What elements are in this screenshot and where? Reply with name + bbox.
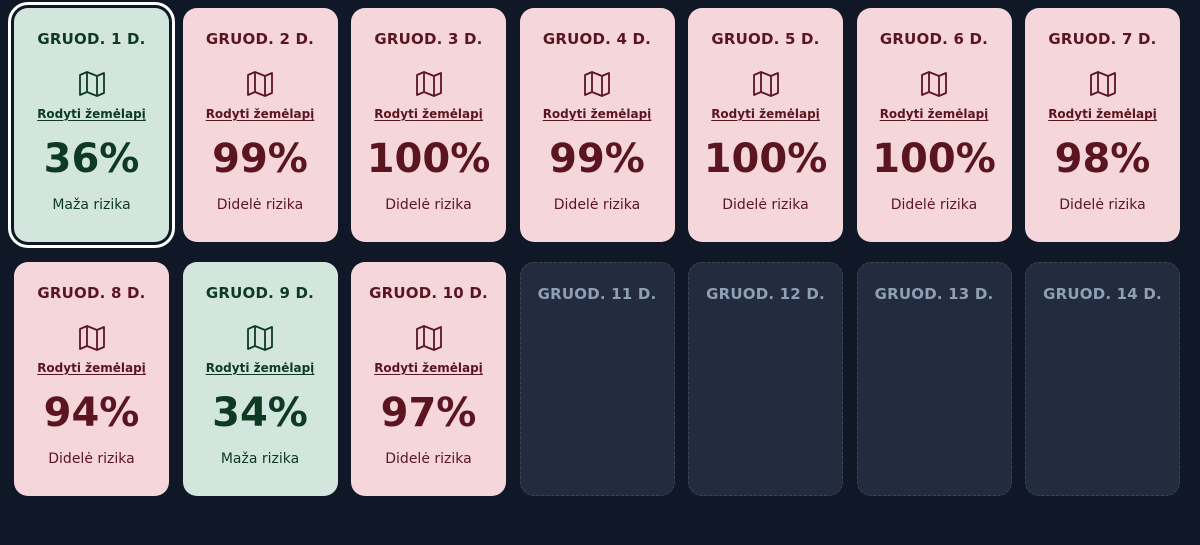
day-date: GRUOD. 14 D.: [1043, 285, 1162, 303]
risk-label: Didelė rizika: [385, 197, 472, 213]
day-date: GRUOD. 9 D.: [205, 284, 315, 302]
map-icon: [415, 325, 442, 351]
show-map-link[interactable]: Rodyti žemėlapį: [205, 361, 315, 375]
map-icon: [247, 71, 273, 97]
day-card[interactable]: GRUOD. 1 D. Rodyti žemėlapį 36% Maža riz…: [8, 2, 175, 248]
risk-percent: 34%: [212, 390, 308, 436]
day-date: GRUOD. 8 D.: [37, 284, 146, 302]
day-date: GRUOD. 12 D.: [706, 285, 825, 303]
day-card[interactable]: GRUOD. 2 D. Rodyti žemėlapį 99% Didelė r…: [182, 8, 338, 242]
risk-label: Didelė rizika: [216, 197, 304, 213]
day-date: GRUOD. 4 D.: [542, 30, 652, 48]
day-date: GRUOD. 5 D.: [711, 30, 820, 48]
day-date: GRUOD. 1 D.: [37, 30, 146, 48]
show-map-link[interactable]: Rodyti žemėlapį: [374, 361, 483, 375]
risk-label: Didelė rizika: [385, 451, 472, 467]
day-card-empty: GRUOD. 14 D.: [1025, 262, 1180, 496]
risk-percent: 100%: [366, 136, 491, 182]
day-card-empty: GRUOD. 13 D.: [856, 262, 1012, 496]
map-icon: [78, 325, 105, 351]
day-date: GRUOD. 11 D.: [537, 285, 657, 303]
day-date: GRUOD. 2 D.: [205, 30, 315, 48]
show-map-link[interactable]: Rodyti žemėlapį: [879, 107, 989, 121]
day-card[interactable]: GRUOD. 10 D. Rodyti žemėlapį 97% Didelė …: [351, 262, 506, 496]
day-date: GRUOD. 3 D.: [374, 30, 483, 48]
day-card[interactable]: GRUOD. 7 D. Rodyti žemėlapį 98% Didelė r…: [1025, 8, 1180, 242]
day-card[interactable]: GRUOD. 9 D. Rodyti žemėlapį 34% Maža riz…: [182, 262, 338, 496]
day-card-empty: GRUOD. 12 D.: [688, 262, 843, 496]
risk-percent: 94%: [43, 390, 140, 436]
risk-percent: 100%: [872, 136, 996, 182]
forecast-grid: GRUOD. 1 D. Rodyti žemėlapį 36% Maža riz…: [8, 2, 1180, 496]
day-date: GRUOD. 7 D.: [1048, 30, 1157, 48]
show-map-link[interactable]: Rodyti žemėlapį: [37, 107, 146, 121]
show-map-link[interactable]: Rodyti žemėlapį: [711, 107, 820, 121]
day-card[interactable]: GRUOD. 3 D. Rodyti žemėlapį 100% Didelė …: [351, 8, 506, 242]
risk-percent: 98%: [1054, 136, 1151, 182]
day-card-empty: GRUOD. 11 D.: [519, 262, 675, 496]
show-map-link[interactable]: Rodyti žemėlapį: [374, 107, 483, 121]
map-icon: [247, 325, 273, 351]
day-card[interactable]: GRUOD. 8 D. Rodyti žemėlapį 94% Didelė r…: [14, 262, 169, 496]
risk-label: Didelė rizika: [48, 451, 135, 467]
risk-label: Didelė rizika: [890, 197, 978, 213]
risk-label: Maža rizika: [52, 197, 131, 213]
show-map-link[interactable]: Rodyti žemėlapį: [542, 107, 652, 121]
risk-label: Maža rizika: [220, 451, 300, 467]
risk-label: Didelė rizika: [722, 197, 809, 213]
day-date: GRUOD. 13 D.: [874, 285, 994, 303]
risk-label: Didelė rizika: [553, 197, 641, 213]
risk-percent: 36%: [43, 136, 140, 182]
map-icon: [752, 71, 779, 97]
map-icon: [921, 71, 947, 97]
map-icon: [1089, 71, 1116, 97]
day-card[interactable]: GRUOD. 4 D. Rodyti žemėlapį 99% Didelė r…: [519, 8, 675, 242]
show-map-link[interactable]: Rodyti žemėlapį: [37, 361, 146, 375]
risk-label: Didelė rizika: [1059, 197, 1146, 213]
map-icon: [584, 71, 610, 97]
risk-percent: 97%: [380, 390, 477, 436]
day-date: GRUOD. 10 D.: [369, 284, 488, 302]
day-date: GRUOD. 6 D.: [879, 30, 989, 48]
show-map-link[interactable]: Rodyti žemėlapį: [1048, 107, 1157, 121]
day-card[interactable]: GRUOD. 5 D. Rodyti žemėlapį 100% Didelė …: [688, 8, 843, 242]
risk-percent: 99%: [549, 136, 645, 182]
map-icon: [415, 71, 442, 97]
risk-percent: 99%: [212, 136, 308, 182]
risk-percent: 100%: [703, 136, 828, 182]
map-icon: [78, 71, 105, 97]
show-map-link[interactable]: Rodyti žemėlapį: [205, 107, 315, 121]
day-card[interactable]: GRUOD. 6 D. Rodyti žemėlapį 100% Didelė …: [856, 8, 1012, 242]
